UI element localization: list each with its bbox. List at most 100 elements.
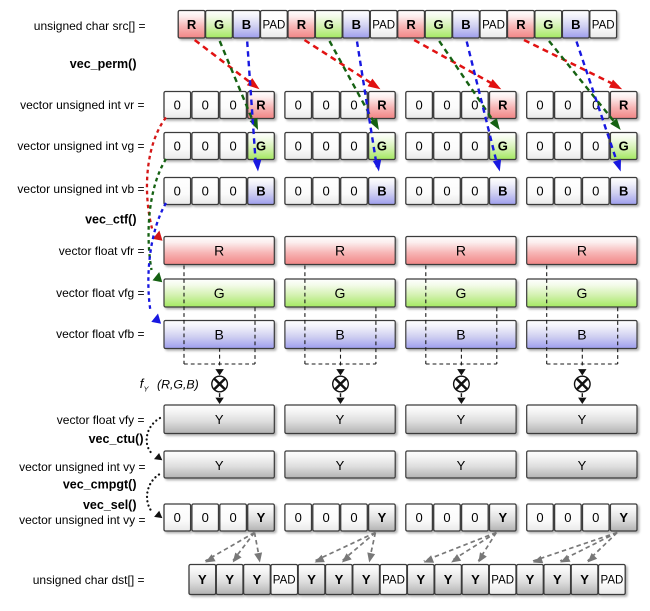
- svg-text:R: R: [577, 243, 587, 259]
- svg-text:G: G: [324, 17, 334, 32]
- svg-text:G: G: [455, 285, 466, 301]
- svg-text:Y: Y: [257, 510, 266, 525]
- svg-text:0: 0: [443, 184, 450, 199]
- svg-text:Y: Y: [378, 510, 387, 525]
- svg-text:0: 0: [295, 139, 302, 154]
- svg-text:0: 0: [295, 98, 302, 113]
- svg-text:0: 0: [174, 184, 181, 199]
- svg-text:Y: Y: [362, 572, 371, 587]
- svg-text:PAD: PAD: [491, 575, 514, 587]
- svg-text:Y: Y: [578, 412, 587, 427]
- svg-text:0: 0: [415, 184, 422, 199]
- svg-text:B: B: [377, 184, 386, 199]
- svg-text:vector unsigned int vy =: vector unsigned int vy =: [19, 460, 145, 474]
- svg-text:0: 0: [443, 139, 450, 154]
- svg-text:0: 0: [471, 98, 478, 113]
- svg-text:G: G: [619, 139, 629, 154]
- svg-text:B: B: [352, 17, 361, 32]
- svg-text:0: 0: [322, 184, 329, 199]
- svg-text:0: 0: [443, 510, 450, 525]
- svg-text:vector float vfb =: vector float vfb =: [56, 327, 144, 341]
- svg-text:Y: Y: [578, 458, 587, 473]
- svg-text:(R,G,B): (R,G,B): [157, 378, 199, 392]
- svg-text:PAD: PAD: [273, 575, 296, 587]
- svg-text:0: 0: [536, 184, 543, 199]
- svg-text:vector float vfg =: vector float vfg =: [56, 286, 144, 300]
- svg-text:R: R: [214, 243, 224, 259]
- svg-text:G: G: [434, 17, 444, 32]
- svg-text:R: R: [335, 243, 345, 259]
- svg-text:R: R: [516, 17, 526, 32]
- svg-text:B: B: [242, 17, 251, 32]
- svg-text:0: 0: [229, 98, 236, 113]
- svg-text:Y: Y: [471, 572, 480, 587]
- svg-text:vector unsigned int vy =: vector unsigned int vy =: [19, 513, 145, 527]
- svg-text:0: 0: [202, 98, 209, 113]
- svg-text:PAD: PAD: [382, 575, 405, 587]
- svg-text:Y: Y: [526, 572, 535, 587]
- svg-text:vec_sel(): vec_sel(): [83, 498, 137, 512]
- svg-text:0: 0: [564, 510, 571, 525]
- svg-text:PAD: PAD: [482, 19, 505, 31]
- svg-text:0: 0: [471, 184, 478, 199]
- svg-text:R: R: [377, 98, 387, 113]
- svg-text:Y: Y: [335, 572, 344, 587]
- svg-text:0: 0: [350, 139, 357, 154]
- svg-text:0: 0: [350, 184, 357, 199]
- svg-text:vector unsigned int vb =: vector unsigned int vb =: [17, 182, 144, 196]
- svg-text:0: 0: [350, 98, 357, 113]
- svg-text:Y: Y: [553, 572, 562, 587]
- svg-text:R: R: [498, 98, 508, 113]
- svg-text:R: R: [456, 243, 466, 259]
- svg-text:0: 0: [229, 139, 236, 154]
- svg-text:0: 0: [174, 98, 181, 113]
- svg-text:vec_perm(): vec_perm(): [70, 57, 137, 71]
- svg-text:0: 0: [322, 98, 329, 113]
- svg-text:G: G: [576, 285, 587, 301]
- svg-text:0: 0: [202, 139, 209, 154]
- svg-text:0: 0: [350, 510, 357, 525]
- svg-text:0: 0: [564, 184, 571, 199]
- svg-text:G: G: [543, 17, 553, 32]
- svg-text:G: G: [335, 285, 346, 301]
- svg-text:vector unsigned int vr =: vector unsigned int vr =: [20, 98, 144, 112]
- svg-text:Y: Y: [215, 412, 224, 427]
- svg-text:Y: Y: [198, 572, 207, 587]
- svg-text:PAD: PAD: [601, 575, 624, 587]
- svg-text:G: G: [377, 139, 387, 154]
- svg-text:Y: Y: [416, 572, 425, 587]
- svg-text:vec_cmpgt(): vec_cmpgt(): [63, 478, 137, 492]
- svg-text:0: 0: [322, 139, 329, 154]
- svg-text:0: 0: [592, 184, 599, 199]
- svg-text:R: R: [297, 17, 307, 32]
- svg-text:Y: Y: [336, 412, 345, 427]
- svg-text:0: 0: [443, 98, 450, 113]
- svg-text:Y: Y: [498, 510, 507, 525]
- svg-text:0: 0: [536, 98, 543, 113]
- svg-text:0: 0: [229, 510, 236, 525]
- svg-text:0: 0: [564, 139, 571, 154]
- svg-text:0: 0: [174, 139, 181, 154]
- svg-text:f: f: [140, 376, 145, 391]
- svg-text:G: G: [214, 17, 224, 32]
- svg-text:vector float vfr =: vector float vfr =: [59, 244, 145, 258]
- svg-text:Y: Y: [457, 458, 466, 473]
- svg-text:Y: Y: [457, 412, 466, 427]
- svg-text:vector unsigned int vg =: vector unsigned int vg =: [17, 139, 144, 153]
- svg-text:0: 0: [592, 98, 599, 113]
- svg-text:B: B: [456, 327, 465, 343]
- svg-text:Y: Y: [225, 572, 234, 587]
- svg-text:0: 0: [229, 184, 236, 199]
- svg-text:0: 0: [592, 139, 599, 154]
- svg-text:Y: Y: [143, 385, 149, 394]
- svg-text:0: 0: [295, 510, 302, 525]
- svg-text:0: 0: [471, 510, 478, 525]
- svg-text:PAD: PAD: [592, 19, 615, 31]
- svg-text:0: 0: [471, 139, 478, 154]
- svg-text:B: B: [619, 184, 628, 199]
- svg-text:R: R: [619, 98, 629, 113]
- svg-text:B: B: [498, 184, 507, 199]
- svg-text:0: 0: [592, 510, 599, 525]
- svg-text:R: R: [256, 98, 266, 113]
- svg-text:0: 0: [536, 139, 543, 154]
